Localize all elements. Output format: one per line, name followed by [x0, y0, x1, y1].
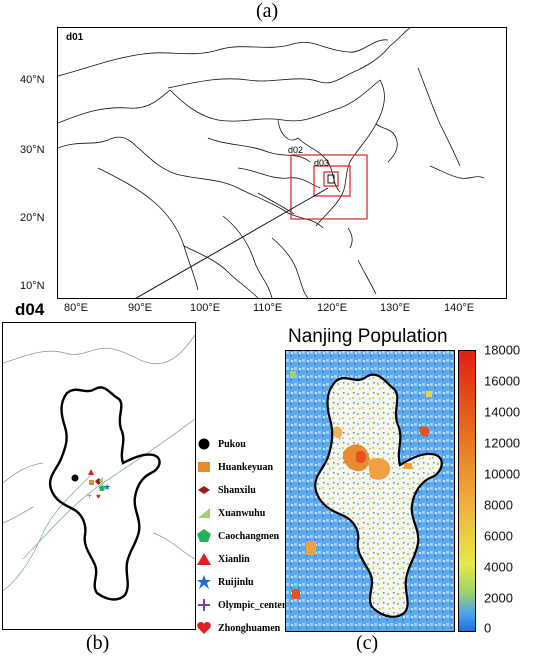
lat-tick-20: 20°N [20, 212, 45, 224]
panel-b-map: ★ + ♥ [2, 322, 196, 630]
pukou-marker [71, 474, 79, 482]
diamond-icon [196, 482, 212, 498]
star-icon [196, 574, 212, 590]
cb-tick-2000: 2000 [484, 590, 513, 606]
d03-label: d03 [314, 158, 330, 168]
pentagon-icon [196, 528, 212, 544]
d04-box [327, 174, 335, 184]
legend-item-ruijinlu: Ruijinlu [196, 570, 254, 594]
panel-b-legend: Pukou Huankeyuan Shanxilu Xuanwuhu Caoch… [196, 432, 286, 662]
lon-tick-80: 80°E [64, 302, 88, 314]
cb-tick-0: 0 [484, 620, 492, 636]
xianlin-marker [88, 469, 94, 475]
circle-icon [196, 436, 212, 452]
d02-box [290, 154, 368, 220]
plus-icon [196, 597, 212, 613]
legend-item-caochangmen: Caochangmen [196, 524, 279, 548]
cb-tick-14000: 14000 [484, 404, 521, 420]
ruijinlu-marker: ★ [103, 482, 111, 492]
cb-tick-16000: 16000 [484, 373, 521, 389]
xuanwuhu-marker [99, 477, 103, 485]
nanjing-boundary [48, 386, 161, 601]
legend-item-huankeyuan: Huankeyuan [196, 455, 273, 479]
legend-item-zhonghuamen: Zhonghuamen [196, 616, 280, 640]
cb-tick-10000: 10000 [484, 466, 521, 482]
huankeyuan-marker [89, 480, 94, 485]
legend-item-shanxilu: Shanxilu [196, 478, 256, 502]
cb-tick-18000: 18000 [484, 342, 521, 358]
cb-tick-4000: 4000 [484, 559, 513, 575]
d03-box [313, 165, 351, 197]
triangle-icon [196, 505, 212, 521]
caochangmen-marker [99, 485, 105, 491]
lon-tick-90: 90°E [128, 302, 152, 314]
panel-b-title: d04 [15, 300, 45, 319]
lon-tick-140: 140°E [444, 302, 475, 314]
lon-tick-110: 110°E [253, 302, 283, 314]
legend-item-xianlin: Xianlin [196, 547, 250, 571]
population-raster [286, 351, 454, 631]
panel-a-map [57, 27, 507, 299]
legend-item-pukou: Pukou [196, 432, 246, 456]
lon-tick-130: 130°E [380, 302, 411, 314]
heart-icon [196, 620, 212, 636]
panel-b-label: (b) [86, 632, 110, 654]
olympic-center-marker: + [87, 491, 92, 501]
panel-a-label: (a) [256, 0, 279, 22]
nanjing-boundary-c [314, 373, 443, 618]
cb-tick-8000: 8000 [484, 497, 513, 513]
colorbar [458, 350, 476, 632]
legend-item-olympic-center: Olympic_center [196, 593, 286, 617]
cb-tick-12000: 12000 [484, 435, 521, 451]
legend-item-xuanwuhu: Xuanwuhu [196, 501, 265, 525]
east-asia-map [58, 28, 485, 298]
d04-map: ★ + ♥ [3, 334, 195, 601]
zhonghuamen-marker: ♥ [96, 492, 101, 501]
lat-tick-30: 30°N [20, 144, 45, 156]
lon-tick-120: 120°E [317, 302, 348, 314]
square-icon [196, 459, 212, 475]
d01-label: d01 [66, 32, 84, 43]
colorbar-ticks: 18000 16000 14000 12000 10000 8000 6000 … [484, 343, 533, 636]
population-map [285, 350, 455, 632]
lat-tick-10: 10°N [20, 280, 45, 292]
cb-tick-6000: 6000 [484, 528, 513, 544]
lon-tick-100: 100°E [190, 302, 221, 314]
lat-tick-40: 40°N [20, 74, 45, 86]
panel-c-title: Nanjing Population [288, 326, 448, 347]
d02-label: d02 [288, 145, 304, 155]
triangle-up-icon [196, 551, 212, 567]
panel-c-label: (c) [356, 632, 379, 654]
